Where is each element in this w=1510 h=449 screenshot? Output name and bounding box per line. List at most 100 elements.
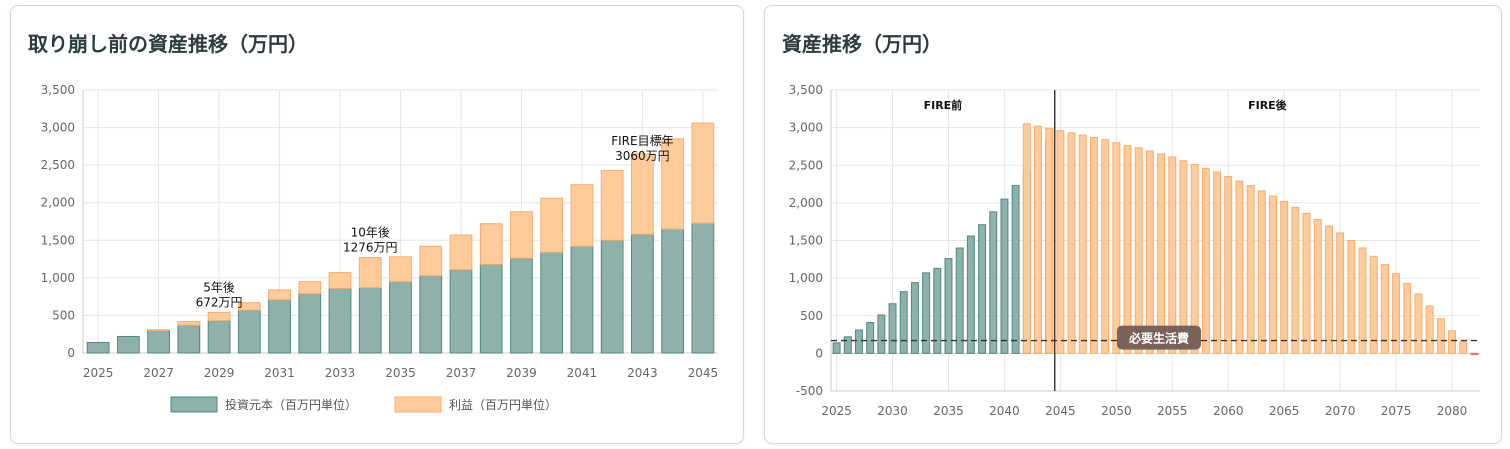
post-fire-bar — [1134, 147, 1143, 354]
principal-bar — [570, 245, 594, 354]
profit-bar — [268, 289, 291, 301]
pre-fire-bar — [888, 303, 897, 354]
x-tick-label: 2045 — [688, 366, 719, 380]
profit-bar — [540, 197, 564, 253]
post-fire-bar — [1414, 293, 1423, 354]
phase-label-before: FIRE前 — [924, 98, 963, 112]
principal-bar — [328, 287, 352, 354]
y-tick-label: 2,000 — [41, 196, 75, 210]
post-fire-bar — [1448, 330, 1456, 354]
asset-transition-card: 資産推移（万円） -500 0 500 1,000 1,500 2,000 2,500 3,0… — [764, 5, 1502, 444]
post-fire-bar — [1470, 352, 1479, 356]
profit-bar — [570, 184, 594, 247]
post-fire-bar — [1213, 171, 1222, 354]
post-fire-bar — [1022, 123, 1031, 354]
pre-fire-bar — [966, 235, 975, 354]
post-fire-bar — [1089, 136, 1098, 354]
principal-bar — [147, 329, 170, 354]
y-tick-label: 2,500 — [789, 158, 823, 172]
profit-bar — [328, 272, 352, 289]
y-tick-label: 3,000 — [789, 121, 823, 135]
y-tick-label: 1,500 — [789, 234, 823, 248]
profit-bar — [237, 302, 261, 311]
pre-fire-bar — [955, 247, 964, 354]
pre-fire-bar — [922, 272, 931, 354]
profit-bar — [600, 169, 624, 241]
x-tick-label: 2065 — [1269, 404, 1300, 418]
y-tick-label: 1,500 — [41, 233, 75, 247]
post-fire-bar — [1078, 134, 1087, 354]
post-fire-bar — [1358, 247, 1367, 354]
x-tick-label: 2035 — [385, 366, 416, 380]
profit-bar — [147, 329, 170, 331]
pre-fire-bar — [978, 224, 987, 354]
post-fire-bar — [1224, 176, 1233, 354]
principal-bar — [479, 263, 503, 354]
post-fire-bar — [1459, 341, 1468, 354]
x-tick-label: 2045 — [1045, 404, 1076, 418]
living-cost-label: 必要生活費 — [1128, 331, 1189, 346]
pre-fire-bar — [899, 291, 908, 354]
x-tick-label: 2080 — [1437, 404, 1468, 418]
profit-bar — [510, 211, 533, 259]
annotation-label: 10年後 — [351, 226, 390, 240]
post-fire-bar — [1168, 156, 1177, 354]
profit-bar — [449, 234, 473, 271]
x-tick-label: 2070 — [1325, 404, 1356, 418]
left-chart: 0 500 1,000 1,500 2,000 2,500 3,000 3,500 2025 20… — [41, 83, 719, 413]
y-tick-label: 500 — [52, 308, 75, 322]
right-chart-title: 資産推移（万円） — [782, 32, 942, 56]
post-fire-bar — [1246, 185, 1255, 354]
principal-bar — [510, 257, 533, 354]
x-tick-label: 2050 — [1101, 404, 1132, 418]
legend-swatch-principal — [170, 396, 218, 413]
y-tick-label: 2,500 — [41, 158, 75, 172]
annotation-value: 672万円 — [196, 295, 243, 309]
post-fire-bar — [1425, 305, 1434, 354]
profit-bar — [691, 122, 715, 224]
post-fire-bar — [1157, 153, 1166, 354]
x-tick-label: 2030 — [877, 404, 908, 418]
x-tick-label: 2035 — [933, 404, 964, 418]
x-tick-label: 2040 — [989, 404, 1020, 418]
post-fire-bar — [1392, 273, 1401, 354]
pre-fire-bar — [843, 336, 852, 354]
post-fire-bar — [1034, 125, 1042, 354]
pre-fire-bar — [855, 329, 863, 354]
post-fire-bar — [1179, 160, 1188, 354]
post-fire-bar — [1369, 255, 1378, 354]
principal-bar — [237, 309, 261, 354]
x-tick-label: 2075 — [1381, 404, 1412, 418]
principal-bar — [631, 233, 654, 354]
principal-bar — [600, 239, 624, 354]
y-tick-label: 500 — [800, 309, 823, 323]
profit-bar — [631, 153, 654, 235]
profit-bar — [479, 223, 503, 265]
annotation-value: 3060万円 — [615, 149, 670, 163]
post-fire-bar — [1257, 190, 1266, 354]
pre-fire-bar — [910, 282, 919, 354]
y-tick-label: 3,000 — [41, 121, 75, 135]
post-fire-bar — [1045, 127, 1054, 354]
pre-fire-bar — [877, 314, 886, 354]
pre-fire-bar — [1000, 198, 1009, 354]
principal-bar — [298, 293, 322, 354]
post-fire-bar — [1380, 264, 1389, 354]
legend-swatch-profit — [394, 396, 442, 413]
x-tick-label: 2039 — [506, 366, 537, 380]
principal-bar — [419, 275, 443, 354]
post-fire-bar — [1235, 180, 1244, 354]
legend-label-principal: 投資元本（百万円単位） — [225, 397, 357, 412]
annotation-label: FIRE目標年 — [611, 134, 673, 148]
principal-bar — [207, 320, 231, 354]
post-fire-bar — [1347, 240, 1356, 354]
y-tick-label: 3,500 — [789, 83, 823, 97]
living-cost-label-bg — [1117, 325, 1201, 350]
y-tick-label: 0 — [815, 346, 823, 360]
x-tick-label: 2060 — [1213, 404, 1244, 418]
profit-bar — [661, 138, 685, 230]
legend-label-profit: 利益（百万円単位） — [449, 397, 557, 412]
x-tick-label: 2055 — [1157, 404, 1188, 418]
y-tick-label: 2,000 — [789, 196, 823, 210]
profit-bar — [389, 256, 412, 283]
